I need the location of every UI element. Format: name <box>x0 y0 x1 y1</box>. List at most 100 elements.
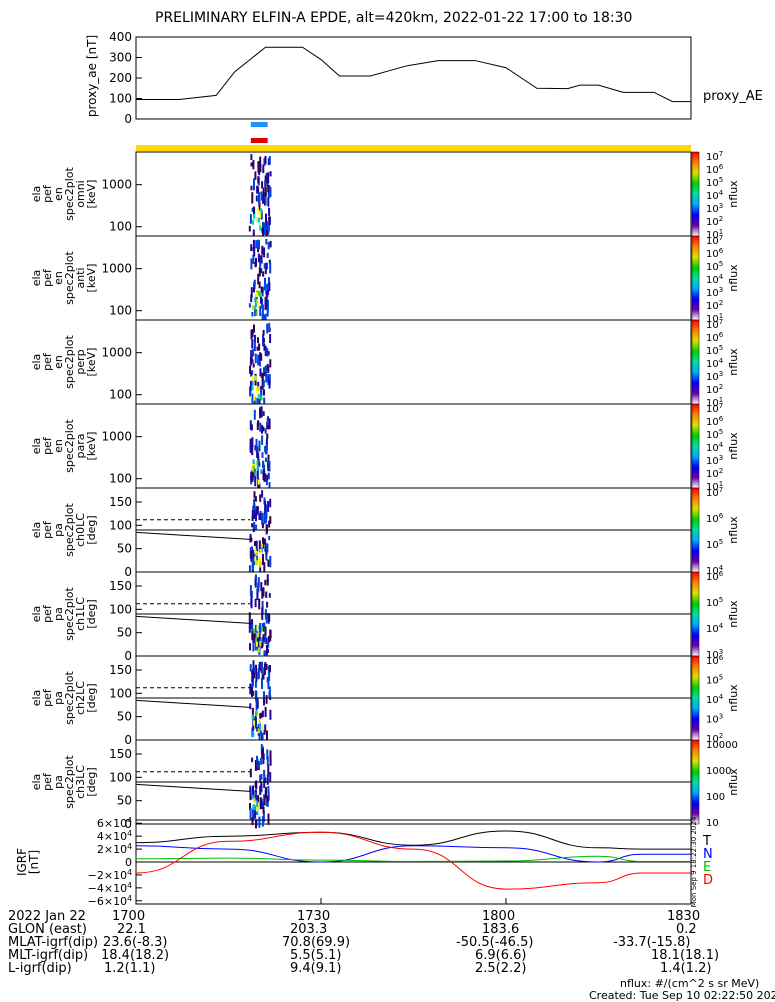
panel-5-ytick-label-50: 50 <box>117 626 132 640</box>
igrf-legend-E: E <box>703 860 711 875</box>
panel-2-pixel <box>257 354 260 366</box>
colorbar-7 <box>691 739 700 825</box>
panel-1-pixel <box>269 240 272 248</box>
panel-1-pixel <box>255 240 258 249</box>
panel-3-hot-pixel <box>256 460 259 466</box>
panel-3-ylabel-5: [keV] <box>85 432 98 461</box>
panel-7-pixel <box>261 749 264 759</box>
mlat-1700: 23.6(-8.3) <box>103 935 168 950</box>
l-1700: 1.2(1.1) <box>104 961 156 976</box>
ae-ytick-label-100: 100 <box>109 92 132 106</box>
panel-7-pixel <box>255 819 258 826</box>
panel-7-pixel <box>266 774 269 785</box>
panel-6-ylabel-5: [deg] <box>85 683 98 712</box>
panel-1-hot-pixel <box>254 301 257 307</box>
panel-7-pixel <box>269 757 272 766</box>
panel-4-ylabel-2: pa <box>52 523 65 537</box>
panel-7-pixel <box>266 795 269 803</box>
panel-6-pixel <box>269 665 271 673</box>
igrf-ytick-label-0: −6×104 <box>88 894 132 908</box>
mlt-1730: 5.5(5.1) <box>290 948 342 963</box>
glon-1800: 183.6 <box>482 922 520 937</box>
panel-7-pixel <box>262 806 265 814</box>
panel-5-ylabel-2: pa <box>52 607 65 621</box>
panel-4-pixel <box>263 514 266 525</box>
panel-6-pixel <box>255 664 257 674</box>
panel-4-pixel <box>251 546 253 554</box>
panel-3-pixel <box>250 471 253 481</box>
panel-6-pixel <box>261 732 264 744</box>
panel-5-hot-pixel <box>253 628 256 634</box>
panel-0-cbar-tick-1: 102 <box>706 215 723 228</box>
panel-2-pixel <box>253 396 256 407</box>
panel-2-hot-pixel <box>253 395 256 401</box>
panel-5-pixel <box>248 612 251 622</box>
panel-7-pixel <box>259 785 262 795</box>
panel-6-pixel <box>268 672 271 681</box>
panel-2-cbar-tick-6: 107 <box>706 318 723 331</box>
panel-3-hot-pixel <box>257 479 260 485</box>
l-1800: 2.5(2.2) <box>475 961 527 976</box>
panel-1-pixel <box>267 283 270 290</box>
igrf-ytick-label-5: 4×104 <box>97 829 132 843</box>
panel-1-cbar-tick-1: 102 <box>706 299 723 312</box>
panel-3-ytick-label-1000: 1000 <box>101 430 132 444</box>
panel-3-cbar-tick-5: 106 <box>706 415 724 428</box>
panel-0-pixel <box>262 187 265 198</box>
panel-4-hot-pixel <box>254 548 257 554</box>
panel-1-hot-pixel <box>254 297 257 303</box>
panel-7-pixel <box>259 797 262 810</box>
panel-7-ylabel-0: ela <box>30 774 43 791</box>
panel-7-pixel <box>263 769 266 777</box>
igrf-ylabel-1: [nT] <box>27 850 41 874</box>
panel-4-pixel <box>262 553 264 565</box>
panel-3-pixel <box>257 452 260 461</box>
panel-6-pixel <box>259 713 262 719</box>
panel-5-pixel <box>267 642 270 648</box>
tick-1700: 1700 <box>112 909 146 924</box>
panel-1-pixel <box>259 305 262 317</box>
panel-4-ylabel-5: [deg] <box>85 515 98 544</box>
panel-5-pixel <box>266 579 269 586</box>
colorbar-3 <box>691 403 700 489</box>
panel-3-pixel <box>268 418 271 430</box>
panel-2-cbar-label: nflux <box>727 348 740 376</box>
panel-7-pixel <box>259 774 262 783</box>
panel-2-hot-pixel <box>255 387 258 393</box>
panel-1-pixel <box>267 288 270 295</box>
panel-4-pixel <box>258 540 261 553</box>
panel-5-pixel <box>266 601 269 608</box>
panel-7-pixel <box>265 787 267 799</box>
panel-5-ylabel-5: [deg] <box>85 599 98 628</box>
glon-1730: 203.3 <box>290 922 328 937</box>
panel-4-pixel <box>266 543 269 553</box>
panel-3-ylabel-1: pef <box>41 436 54 455</box>
panel-2-cbar-tick-0: 101 <box>706 396 723 409</box>
panel-0-pixel <box>249 214 252 224</box>
panel-7-ytick-label-100: 100 <box>109 770 132 784</box>
panel-1-pixel <box>250 258 253 270</box>
panel-6-hot-pixel <box>253 720 256 726</box>
panel-5-pixel <box>254 639 257 651</box>
panel-2-pixel <box>249 386 252 397</box>
panel-5-pixel <box>251 630 254 640</box>
panel-3-pixel <box>266 417 269 426</box>
panel-1-pixel <box>257 247 260 253</box>
panel-0-pixel <box>265 172 268 183</box>
panel-7-ylabel-2: pa <box>52 775 65 789</box>
panel-4-pixel <box>269 555 272 568</box>
panel-1-pixel <box>260 296 262 304</box>
panel-0-pixel <box>269 187 272 198</box>
panel-4-pixel <box>265 504 268 512</box>
panel-6-hot-pixel <box>252 731 255 737</box>
panel-6-pixel <box>259 725 262 736</box>
panel-3-cbar-label: nflux <box>727 432 740 460</box>
panel-0-pixel <box>252 229 255 239</box>
panel-2-hot-pixel <box>251 385 254 391</box>
panel-2-ytick-label-1000: 1000 <box>101 346 132 360</box>
panel-1-hot-pixel <box>251 305 254 311</box>
panel-0-pixel <box>261 181 264 189</box>
panel-0-pixel <box>264 175 267 182</box>
panel-2-cbar-tick-4: 105 <box>706 344 723 357</box>
panel-2-pixel <box>257 381 260 391</box>
